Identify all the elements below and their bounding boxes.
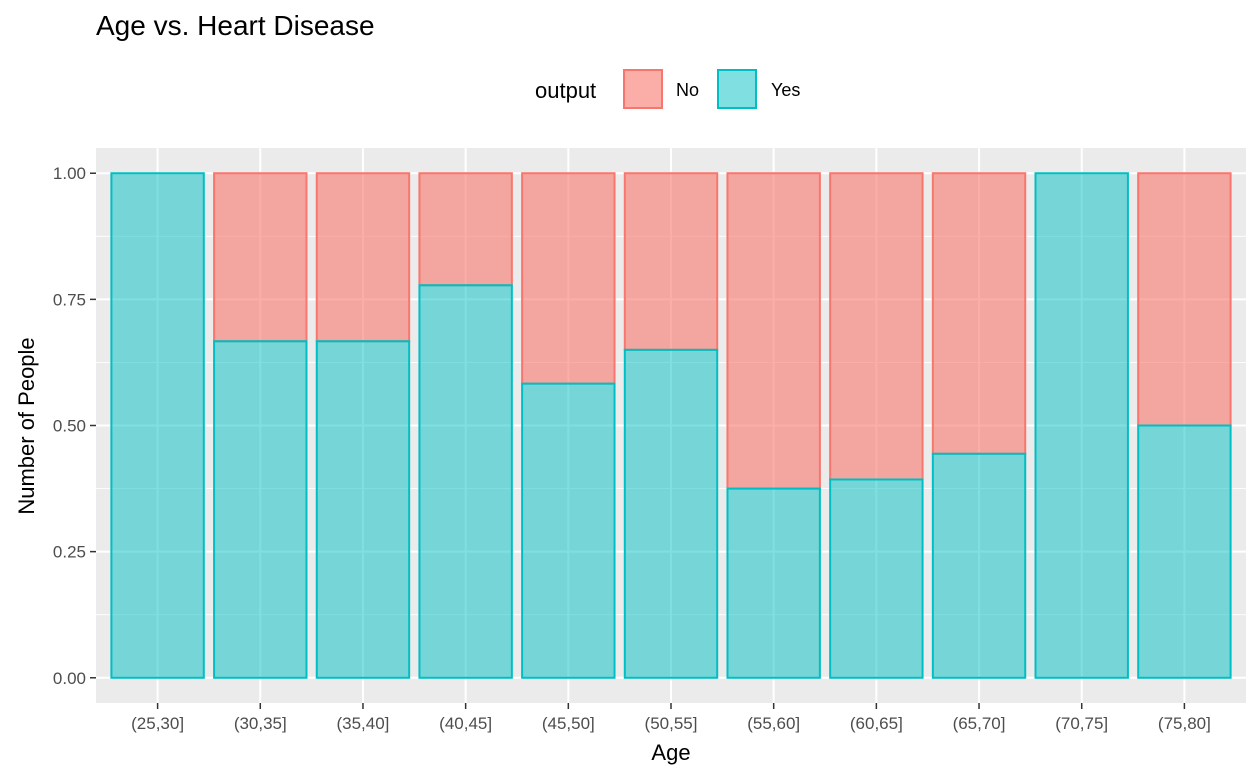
- bar-yes-6: [726, 487, 821, 679]
- bar-yes-8: [931, 452, 1027, 679]
- chart-title: Age vs. Heart Disease: [96, 10, 375, 41]
- bar-no-8: [931, 172, 1027, 455]
- x-tick-label: (65,70]: [953, 714, 1006, 733]
- x-axis: (25,30] (30,35] (35,40] (40,45] (45,50] (50,5…: [131, 703, 1211, 733]
- y-tick-label: 0.25: [53, 543, 86, 562]
- x-tick-label: (45,50]: [542, 714, 595, 733]
- y-tick-label: 0.75: [53, 290, 86, 309]
- bar-no-4: [521, 172, 616, 385]
- bar-no-10: [1137, 172, 1232, 427]
- bar-yes-7: [829, 478, 924, 679]
- bar-yes-1: [213, 340, 308, 679]
- bar-yes-10: [1137, 424, 1232, 679]
- x-tick-label: (25,30]: [131, 714, 184, 733]
- bar-no-7: [829, 172, 924, 481]
- bar-yes-5: [623, 348, 719, 679]
- x-tick-label: (35,40]: [336, 714, 389, 733]
- x-axis-title: Age: [651, 740, 690, 765]
- bars: [110, 172, 1232, 679]
- bar-no-3: [418, 172, 513, 287]
- x-tick-label: (40,45]: [439, 714, 492, 733]
- bar-no-2: [315, 172, 411, 343]
- x-tick-label: (60,65]: [850, 714, 903, 733]
- y-axis-title: Number of People: [14, 337, 39, 514]
- x-tick-label: (50,55]: [645, 714, 698, 733]
- y-tick-label: 0.50: [53, 417, 86, 436]
- x-tick-label: (30,35]: [234, 714, 287, 733]
- bar-no-6: [726, 172, 821, 490]
- legend-key-yes: [717, 69, 757, 109]
- y-tick-label: 1.00: [53, 164, 86, 183]
- bar-yes-2: [315, 340, 411, 679]
- y-tick-label: 0.00: [53, 669, 86, 688]
- x-tick-label: (70,75]: [1055, 714, 1108, 733]
- bar-yes-0: [110, 172, 205, 679]
- legend-key-no: [623, 69, 663, 109]
- x-tick-label: (55,60]: [747, 714, 800, 733]
- y-axis: 0.00 0.25 0.50 0.75 1.00: [53, 164, 96, 688]
- bar-no-1: [213, 172, 308, 343]
- bar-yes-3: [418, 284, 513, 679]
- bar-yes-9: [1034, 172, 1129, 679]
- legend-label-yes: Yes: [771, 80, 800, 100]
- legend-title: output: [535, 78, 596, 103]
- legend: output No Yes: [535, 69, 800, 109]
- legend-label-no: No: [676, 80, 699, 100]
- bar-no-5: [623, 172, 719, 351]
- x-tick-label: (75,80]: [1158, 714, 1211, 733]
- bar-yes-4: [521, 382, 616, 679]
